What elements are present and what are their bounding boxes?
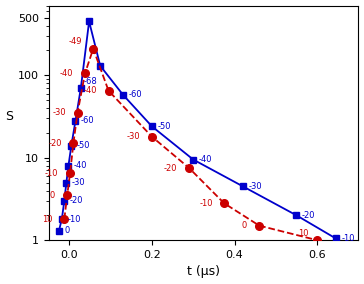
Text: 0: 0 xyxy=(64,226,70,235)
Text: -20: -20 xyxy=(70,196,83,205)
Text: -10: -10 xyxy=(341,234,355,243)
Text: 0: 0 xyxy=(241,221,246,230)
Text: -40: -40 xyxy=(199,155,212,164)
Text: -30: -30 xyxy=(72,178,86,187)
Text: 0: 0 xyxy=(49,191,54,200)
Text: -20: -20 xyxy=(302,211,316,220)
Text: 10: 10 xyxy=(298,229,308,238)
Text: -30: -30 xyxy=(127,132,141,141)
Text: -30: -30 xyxy=(248,182,262,191)
Y-axis label: S: S xyxy=(5,110,13,123)
Text: -10: -10 xyxy=(199,199,213,208)
Text: -40: -40 xyxy=(74,161,87,170)
Text: -49: -49 xyxy=(68,37,82,46)
Text: -10: -10 xyxy=(67,215,81,224)
Text: -30: -30 xyxy=(52,108,66,117)
Text: -40: -40 xyxy=(83,86,97,95)
X-axis label: t (µs): t (µs) xyxy=(187,266,220,278)
Text: -50: -50 xyxy=(158,122,171,131)
Text: -60: -60 xyxy=(128,90,142,99)
Text: -20: -20 xyxy=(164,164,178,172)
Text: -10: -10 xyxy=(45,169,59,178)
Text: 10: 10 xyxy=(42,215,52,224)
Text: -20: -20 xyxy=(48,139,62,148)
Text: -60: -60 xyxy=(81,116,95,125)
Text: -40: -40 xyxy=(60,69,74,78)
Text: -50: -50 xyxy=(77,141,90,150)
Text: -68: -68 xyxy=(84,77,97,85)
